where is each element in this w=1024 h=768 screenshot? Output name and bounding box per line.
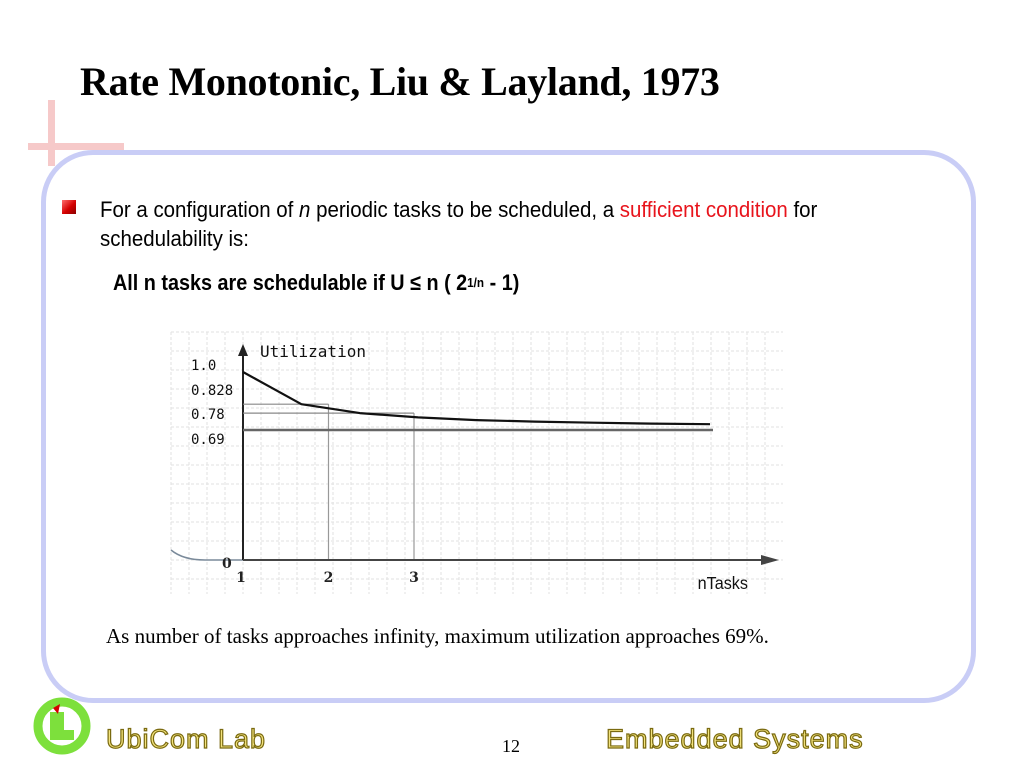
x-axis-arrow — [761, 555, 779, 565]
baseline-curve — [170, 549, 243, 561]
y-tick-label: 0.828 — [191, 383, 233, 399]
bullet-text: For a configuration of n periodic tasks … — [100, 195, 900, 253]
condition-tail: - 1) — [484, 270, 520, 295]
y-tick-label: 1.0 — [191, 358, 216, 374]
decorative-cross — [28, 100, 124, 166]
bullet-highlight: sufficient condition — [619, 197, 788, 222]
y-origin-label: 0 — [222, 556, 232, 572]
x-tick-label: 1 — [236, 570, 246, 586]
ubicom-logo-icon — [33, 697, 91, 755]
y-tick-label: 0.78 — [191, 407, 225, 423]
x-tick-label: 3 — [409, 570, 419, 586]
footer-lab-name: UbiCom Lab — [105, 723, 267, 754]
condition-exponent: 1/n — [467, 275, 485, 290]
bullet-part1: For a configuration of — [100, 197, 300, 222]
caption: As number of tasks approaches infinity, … — [106, 624, 769, 648]
page-number: 12 — [502, 736, 520, 756]
schedulability-condition: All n tasks are schedulable if U ≤ n ( 2… — [113, 270, 519, 296]
utilization-chart: Utilization nTasks 1.0 0.828 0.78 0.69 01 2 3 — [170, 331, 783, 594]
footer-course-name: Embedded Systems — [605, 723, 864, 754]
bullet-marker — [62, 200, 76, 214]
bullet-italic-n: n — [299, 197, 311, 222]
x-axis-label: nTasks — [698, 573, 748, 593]
condition-main: All n tasks are schedulable if U ≤ n ( 2 — [113, 270, 468, 295]
utilization-bound-line — [242, 371, 711, 426]
y-axis-arrow — [238, 344, 248, 356]
bullet-part2: periodic tasks to be scheduled, a — [310, 197, 620, 222]
y-tick-label: 0.69 — [191, 432, 225, 448]
y-axis-label: Utilization — [260, 342, 366, 361]
bullet-part3: for schedulability is: — [100, 197, 818, 251]
x-tick-label: 2 — [324, 570, 334, 586]
content-frame — [41, 150, 976, 703]
slide-title: Rate Monotonic, Liu & Layland, 1973 — [80, 59, 720, 104]
